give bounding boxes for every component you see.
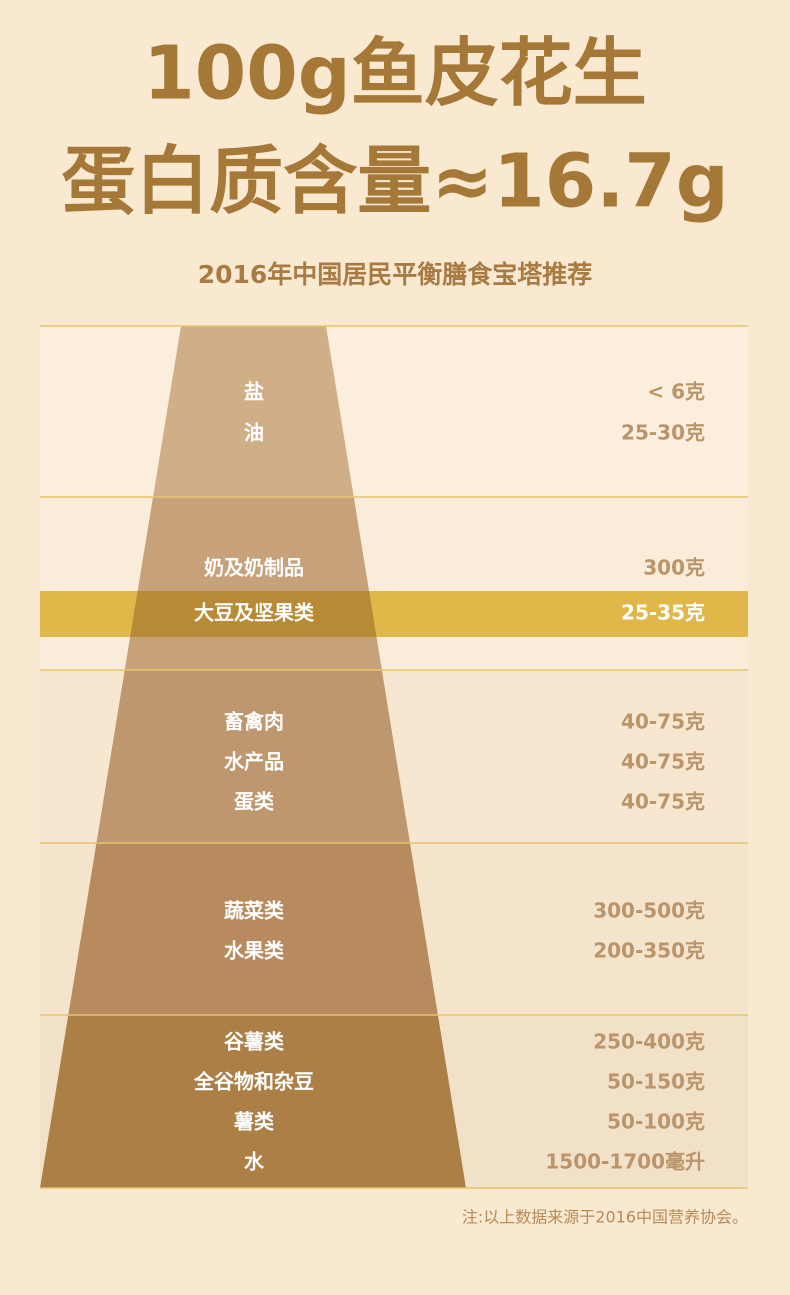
food-name: 全谷物和杂豆 xyxy=(193,1070,314,1094)
footnote: 注:以上数据来源于2016中国营养协会。 xyxy=(462,1208,748,1227)
food-amount: 1500-1700毫升 xyxy=(545,1150,705,1174)
pyramid-highlight xyxy=(130,591,377,637)
food-name: 水果类 xyxy=(224,939,284,963)
pyramid-tier xyxy=(124,497,382,670)
pyramid-tier xyxy=(153,326,354,497)
food-name: 大豆及坚果类 xyxy=(194,601,314,625)
pyramid-tier xyxy=(96,670,410,843)
food-amount: < 6克 xyxy=(647,380,705,404)
food-amount: 300-500克 xyxy=(593,899,705,923)
food-amount: 250-400克 xyxy=(593,1030,705,1054)
food-name: 蔬菜类 xyxy=(224,899,284,923)
food-amount: 40-75克 xyxy=(621,750,705,774)
food-name: 畜禽肉 xyxy=(224,710,284,734)
pyramid-tier xyxy=(68,843,438,1015)
food-name: 水产品 xyxy=(224,750,284,774)
tier-bg xyxy=(40,326,748,497)
food-name: 奶及奶制品 xyxy=(204,556,304,580)
title-line: 蛋白质含量≈16.7g xyxy=(61,139,729,225)
food-name: 谷薯类 xyxy=(224,1030,284,1054)
food-name: 盐 xyxy=(244,380,264,404)
food-name: 蛋类 xyxy=(234,790,274,814)
food-name: 油 xyxy=(244,421,264,445)
subtitle: 2016年中国居民平衡膳食宝塔推荐 xyxy=(198,260,593,289)
food-amount: 25-35克 xyxy=(621,601,705,625)
food-name: 水 xyxy=(244,1150,265,1174)
food-amount: 200-350克 xyxy=(593,939,705,963)
food-amount: 25-30克 xyxy=(621,421,705,445)
food-amount: 300克 xyxy=(643,556,705,580)
title-line: 100g鱼皮花生 xyxy=(143,31,646,117)
food-amount: 50-150克 xyxy=(607,1070,705,1094)
food-name: 薯类 xyxy=(233,1110,274,1134)
pyramid-tier xyxy=(40,1015,466,1188)
food-amount: 40-75克 xyxy=(621,790,705,814)
food-amount: 40-75克 xyxy=(621,710,705,734)
food-amount: 50-100克 xyxy=(607,1110,705,1134)
